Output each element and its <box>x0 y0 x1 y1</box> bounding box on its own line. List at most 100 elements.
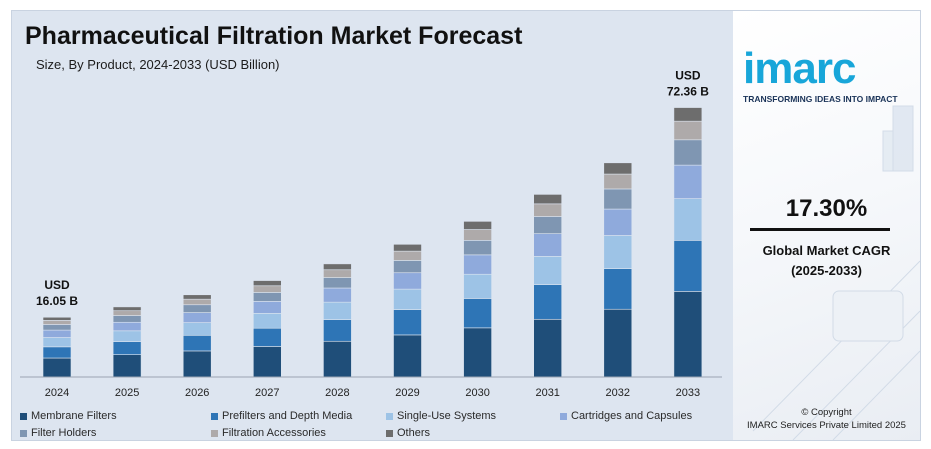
legend-swatch <box>20 412 27 420</box>
legend-label: Single-Use Systems <box>397 410 497 422</box>
bar-segment-2027-cartridges-and-capsules <box>253 301 282 314</box>
bar-segment-2025-prefilters-and-depth-media <box>112 341 142 355</box>
bar-segment-2033-cartridges-and-capsules <box>673 164 703 199</box>
bar-segment-2033-others <box>673 107 703 122</box>
legend-swatch <box>386 429 393 437</box>
x-tick-label-2025: 2025 <box>115 387 139 399</box>
bar-segment-2030-others <box>463 221 492 230</box>
legend-swatch <box>20 429 27 437</box>
legend-swatch <box>211 429 218 437</box>
bar-segment-2029-filter-holders <box>393 260 422 274</box>
bar-segment-2026-membrane-filters <box>182 350 212 378</box>
bar-segment-2026-cartridges-and-capsules <box>182 312 212 323</box>
brand-panel: imarc TRANSFORMING IDEAS INTO IMPACT 17.… <box>733 11 920 440</box>
imarc-logo: imarc <box>743 44 856 93</box>
bar-segment-2025-cartridges-and-capsules <box>112 321 142 332</box>
bar-segment-2028-filtration-accessories <box>323 269 352 278</box>
legend-item-prefilters-and-depth-media: Prefilters and Depth Media <box>211 410 352 422</box>
legend-item-filter-holders: Filter Holders <box>20 427 96 439</box>
bar-segment-2029-membrane-filters <box>393 334 422 378</box>
bar-segment-2028-others <box>323 263 352 271</box>
x-tick-label-2030: 2030 <box>465 387 489 399</box>
bar-segment-2025-filtration-accessories <box>112 310 142 316</box>
bar-segment-2031-others <box>533 194 563 205</box>
bar-segment-2033-membrane-filters <box>673 291 703 378</box>
legend-item-filtration-accessories: Filtration Accessories <box>211 427 326 439</box>
bar-segment-2029-others <box>393 243 422 252</box>
bar-segment-2025-filter-holders <box>112 315 142 323</box>
bar-segment-2026-single-use-systems <box>182 322 212 336</box>
bar-segment-2028-cartridges-and-capsules <box>323 287 352 303</box>
bar-segment-2033-filter-holders <box>673 139 703 166</box>
bar-segment-2029-cartridges-and-capsules <box>393 272 422 290</box>
bar-segment-2030-cartridges-and-capsules <box>463 254 492 275</box>
bar-segment-2027-others <box>253 280 282 287</box>
bar-segment-2030-single-use-systems <box>463 273 492 299</box>
total-label-2024-line2: 16.05 B <box>36 294 78 308</box>
bar-segment-2026-prefilters-and-depth-media <box>182 334 212 352</box>
brand-tagline: TRANSFORMING IDEAS INTO IMPACT <box>743 94 898 104</box>
bar-segment-2024-prefilters-and-depth-media <box>42 346 72 359</box>
background-decoration <box>752 105 920 440</box>
bar-segment-2032-filter-holders <box>603 188 633 210</box>
bar-segment-2032-membrane-filters <box>603 308 633 378</box>
bar-segment-2024-single-use-systems <box>42 337 72 348</box>
total-label-2024-line1: USD <box>44 278 70 292</box>
bar-segment-2024-others <box>42 316 72 321</box>
total-label-2033-line2: 72.36 B <box>667 85 709 99</box>
bar-segment-2025-single-use-systems <box>112 330 142 342</box>
bar-segment-2027-filter-holders <box>253 292 282 302</box>
x-tick-label-2029: 2029 <box>395 387 419 399</box>
total-label-2033-line1: USD <box>675 69 701 83</box>
legend-item-cartridges-and-capsules: Cartridges and Capsules <box>560 410 692 422</box>
cagr-value: 17.30% <box>785 195 868 222</box>
bar-segment-2032-single-use-systems <box>603 235 633 269</box>
bar-segment-2031-filtration-accessories <box>533 203 563 217</box>
bar-segment-2030-membrane-filters <box>463 327 492 378</box>
bar-segment-2033-prefilters-and-depth-media <box>673 240 703 292</box>
bar-segment-2029-filtration-accessories <box>393 250 422 261</box>
chart-title: Pharmaceutical Filtration Market Forecas… <box>25 22 523 50</box>
legend-label: Prefilters and Depth Media <box>222 410 353 422</box>
bar-segment-2025-others <box>112 306 142 312</box>
bar-segment-2032-filtration-accessories <box>603 173 633 190</box>
copyright-line1: © Copyright <box>801 407 852 418</box>
bar-segment-2032-prefilters-and-depth-media <box>603 268 633 310</box>
x-tick-label-2031: 2031 <box>535 387 559 399</box>
cagr-label-line2: (2025-2033) <box>791 263 862 278</box>
bar-segment-2029-single-use-systems <box>393 288 422 310</box>
bar-segment-2031-membrane-filters <box>533 318 563 378</box>
bar-segment-2027-prefilters-and-depth-media <box>253 327 282 347</box>
legend-label: Cartridges and Capsules <box>571 410 693 422</box>
legend-label: Membrane Filters <box>31 410 117 422</box>
bar-segment-2026-filtration-accessories <box>182 298 212 306</box>
bar-segment-2031-single-use-systems <box>533 256 563 285</box>
bar-segment-2033-single-use-systems <box>673 198 703 241</box>
bar-segment-2026-others <box>182 294 212 300</box>
bar-segment-2026-filter-holders <box>182 304 212 313</box>
bar-segment-2030-filter-holders <box>463 240 492 256</box>
cagr-label: Global Market CAGR (2025-2033) <box>733 241 920 281</box>
legend: Membrane Filters Prefilters and Depth Med… <box>20 410 735 444</box>
bar-segment-2024-cartridges-and-capsules <box>42 329 72 338</box>
bar-segment-2032-cartridges-and-capsules <box>603 208 633 236</box>
x-tick-label-2024: 2024 <box>45 387 69 399</box>
legend-item-single-use-systems: Single-Use Systems <box>386 410 496 422</box>
bar-chart: 2024 2025 2026 2027 2028 2029 2030 2031 2032 2033… <box>20 69 722 399</box>
legend-label: Others <box>397 427 431 439</box>
chart-subtitle: Size, By Product, 2024-2033 (USD Billion… <box>36 57 280 72</box>
legend-swatch <box>386 412 393 420</box>
x-tick-label-2033: 2033 <box>676 387 700 399</box>
legend-swatch <box>560 412 567 420</box>
bar-segment-2025-membrane-filters <box>112 354 142 378</box>
copyright-line2: IMARC Services Private Limited 2025 <box>747 420 906 431</box>
bar-segment-2027-filtration-accessories <box>253 285 282 293</box>
bar-segment-2030-filtration-accessories <box>463 229 492 241</box>
x-tick-label-2032: 2032 <box>606 387 630 399</box>
x-tick-label-2028: 2028 <box>325 387 349 399</box>
bar-segment-2024-filter-holders <box>42 324 72 331</box>
bar-segment-2033-filtration-accessories <box>673 120 703 141</box>
x-tick-label-2026: 2026 <box>185 387 209 399</box>
legend-label: Filtration Accessories <box>222 427 326 439</box>
cagr-label-line1: Global Market CAGR <box>762 243 891 258</box>
